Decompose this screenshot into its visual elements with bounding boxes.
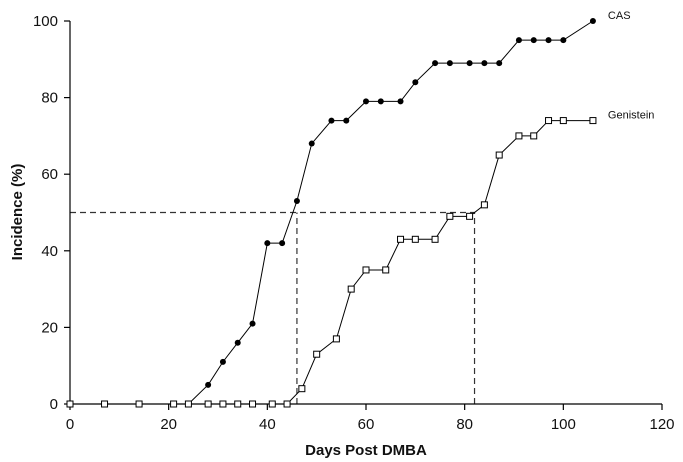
y-tick-label: 40 bbox=[41, 243, 58, 260]
x-tick-label: 20 bbox=[160, 416, 177, 433]
data-point bbox=[530, 132, 538, 140]
series-label: Genistein bbox=[608, 110, 654, 122]
y-tick-label: 60 bbox=[41, 166, 58, 183]
data-point bbox=[283, 400, 291, 408]
data-point bbox=[411, 235, 419, 243]
data-point bbox=[135, 400, 143, 408]
data-point bbox=[432, 60, 439, 67]
data-point bbox=[219, 358, 226, 365]
data-point bbox=[313, 350, 321, 358]
data-point bbox=[589, 117, 597, 125]
data-point bbox=[249, 320, 256, 327]
x-axis-title: Days Post DMBA bbox=[305, 442, 427, 459]
data-point bbox=[234, 339, 241, 346]
data-point bbox=[559, 117, 567, 125]
series-genistein bbox=[66, 117, 597, 408]
data-point bbox=[560, 37, 567, 44]
y-tick-label: 80 bbox=[41, 90, 58, 107]
data-point bbox=[412, 79, 419, 86]
data-point bbox=[545, 117, 553, 125]
data-point bbox=[332, 335, 340, 343]
x-tick-label: 100 bbox=[551, 416, 576, 433]
data-point bbox=[397, 98, 404, 105]
data-point bbox=[481, 60, 488, 67]
y-tick-label: 20 bbox=[41, 319, 58, 336]
data-point bbox=[328, 117, 335, 124]
data-point bbox=[268, 400, 276, 408]
data-point bbox=[170, 400, 178, 408]
data-point bbox=[466, 60, 473, 67]
data-point bbox=[219, 400, 227, 408]
data-point bbox=[308, 140, 315, 147]
series-label: CAS bbox=[608, 10, 631, 22]
y-axis-title: Incidence (%) bbox=[9, 164, 26, 261]
y-tick-label: 100 bbox=[33, 13, 58, 30]
data-point bbox=[545, 37, 552, 44]
series-labels: CAS Genistein bbox=[608, 10, 654, 122]
data-point bbox=[66, 400, 74, 408]
data-point bbox=[446, 212, 454, 220]
data-point bbox=[264, 240, 271, 247]
data-point bbox=[234, 400, 242, 408]
x-tick-label: 60 bbox=[358, 416, 375, 433]
data-point bbox=[446, 60, 453, 67]
data-point bbox=[343, 117, 350, 124]
data-point bbox=[480, 201, 488, 209]
data-point bbox=[382, 266, 390, 274]
data-point bbox=[298, 385, 306, 393]
data-point bbox=[496, 60, 503, 67]
data-point bbox=[466, 212, 474, 220]
ticks: 0 20 40 60 80 100 120 0 20 40 60 80 100 bbox=[33, 13, 675, 433]
reference-lines bbox=[70, 211, 476, 404]
x-tick-label: 80 bbox=[456, 416, 473, 433]
data-point bbox=[377, 98, 384, 105]
data-point bbox=[249, 400, 257, 408]
data-point bbox=[347, 285, 355, 293]
data-point bbox=[362, 266, 370, 274]
data-point bbox=[204, 400, 212, 408]
data-point bbox=[205, 381, 212, 388]
data-point bbox=[363, 98, 369, 105]
data-point bbox=[184, 400, 192, 408]
data-point bbox=[589, 18, 596, 24]
axes bbox=[69, 21, 662, 405]
data-point bbox=[279, 240, 286, 247]
data-point bbox=[397, 235, 405, 243]
y-tick-label: 0 bbox=[50, 396, 58, 413]
x-tick-label: 0 bbox=[66, 416, 74, 433]
data-point bbox=[515, 132, 523, 140]
data-point bbox=[101, 400, 109, 408]
series-line bbox=[70, 120, 593, 405]
series bbox=[66, 18, 597, 408]
x-tick-label: 40 bbox=[259, 416, 276, 433]
data-point bbox=[293, 198, 300, 205]
data-point bbox=[515, 37, 522, 44]
x-tick-label: 120 bbox=[649, 416, 674, 433]
data-point bbox=[530, 37, 537, 44]
data-point bbox=[495, 151, 503, 159]
data-point bbox=[431, 235, 439, 243]
